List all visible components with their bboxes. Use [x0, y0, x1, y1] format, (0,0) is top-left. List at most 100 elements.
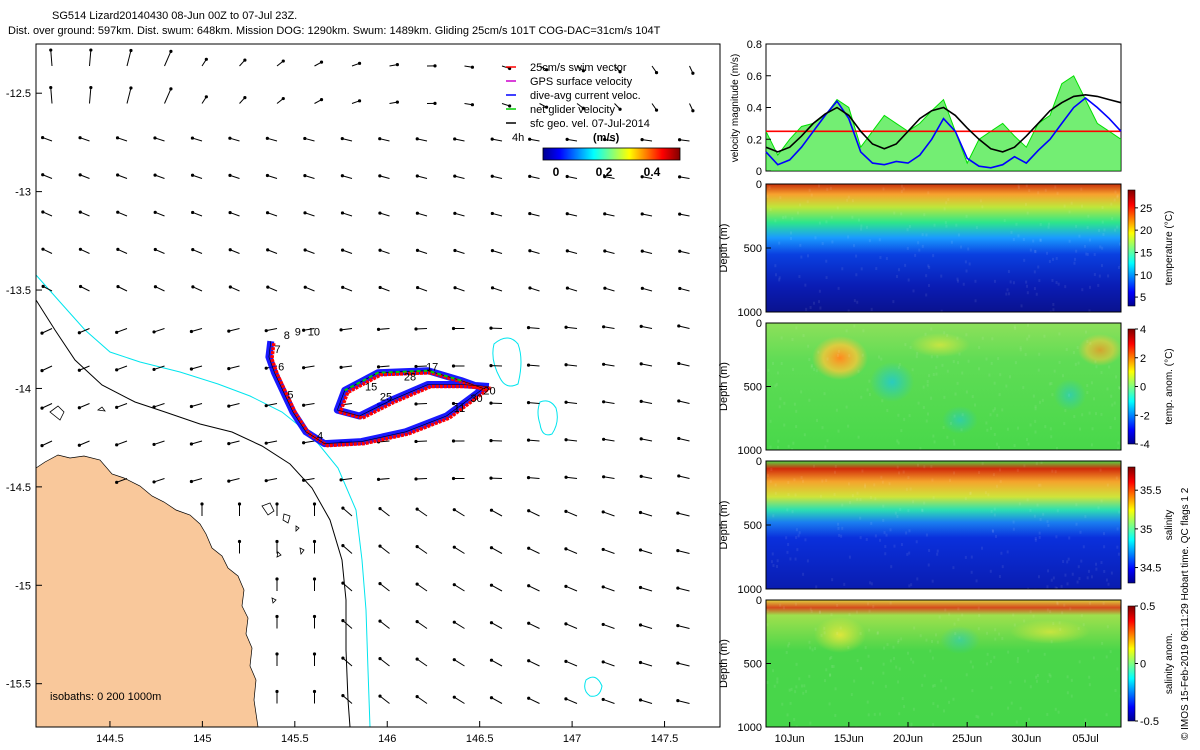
current-vector-head [313, 615, 316, 618]
section-texture [777, 446, 779, 449]
current-vector-head [414, 477, 417, 480]
section-texture [890, 565, 892, 568]
section-texture [906, 488, 908, 491]
section-texture [1102, 221, 1104, 224]
section-texture [1055, 470, 1057, 473]
section-texture [869, 239, 871, 242]
section-texture [923, 213, 925, 216]
current-vector-head [490, 659, 493, 662]
current-vector [491, 660, 502, 666]
section-texture [976, 579, 978, 582]
section-texture [772, 552, 774, 555]
current-vector-head [602, 325, 605, 328]
section-texture [1064, 574, 1066, 577]
section-texture [1034, 420, 1036, 423]
section-texture [961, 613, 963, 616]
current-vector [229, 479, 240, 482]
colorbar-tick-label: 35.5 [1140, 485, 1161, 497]
section-texture [1052, 303, 1054, 306]
section-texture [1084, 719, 1086, 722]
section-colorbar [1128, 606, 1135, 721]
current-vector-head [564, 697, 567, 700]
section-texture [807, 254, 809, 257]
section-texture [1039, 532, 1041, 535]
section-texture [925, 639, 927, 642]
current-vector-head [169, 50, 172, 53]
current-vector-head [527, 476, 530, 479]
section-texture [890, 602, 892, 605]
section-texture [1034, 515, 1036, 518]
section-texture [802, 573, 804, 576]
section-texture [1059, 361, 1061, 364]
current-vector [641, 364, 652, 366]
section-texture [923, 386, 925, 389]
current-vector-head [339, 478, 342, 481]
section-texture [929, 650, 931, 653]
current-vector [90, 88, 91, 104]
section-texture [1061, 585, 1063, 588]
section-texture [997, 357, 999, 360]
section-texture [874, 497, 876, 500]
legend-interval: 4h [512, 132, 524, 144]
current-vector [417, 622, 427, 629]
current-vector-head [152, 330, 155, 333]
current-vector [79, 366, 89, 370]
current-vector-head [115, 443, 118, 446]
section-texture [793, 478, 795, 481]
section-texture [829, 673, 831, 676]
current-vector-head [528, 212, 531, 215]
section-texture [1035, 537, 1037, 540]
section-texture [1013, 528, 1015, 531]
section-texture [824, 679, 826, 682]
map-xtick-label: 144.5 [96, 733, 124, 745]
section-texture [1084, 515, 1086, 518]
section-texture [831, 665, 833, 668]
section-texture [981, 205, 983, 208]
current-vector-head [416, 137, 419, 140]
section-texture [807, 559, 809, 562]
section-texture [990, 660, 992, 663]
section-texture [834, 471, 836, 474]
section-texture [954, 632, 956, 635]
current-vector-head [414, 402, 417, 405]
current-vector [529, 586, 540, 591]
velocity-ylabel: velocity magnitude (m/s) [730, 54, 741, 162]
section-texture [953, 360, 955, 363]
map-ytick-label: -13 [15, 187, 31, 199]
current-vector-head [416, 174, 419, 177]
section-texture [1078, 627, 1080, 630]
current-vector-head [491, 175, 494, 178]
section-texture [931, 355, 933, 358]
current-vector [641, 326, 652, 328]
current-vector-head [152, 368, 155, 371]
section-texture [1097, 506, 1099, 509]
section-texture [1062, 560, 1064, 563]
current-vector-head [313, 690, 316, 693]
section-texture [1089, 602, 1091, 605]
current-vector-head [453, 621, 456, 624]
section-texture [1014, 623, 1016, 626]
section-texture [909, 225, 911, 228]
current-vector-head [282, 97, 285, 100]
current-vector [165, 51, 171, 66]
section-texture [1086, 724, 1088, 727]
section-texture [838, 430, 840, 433]
section-texture [893, 545, 895, 548]
section-texture [1052, 308, 1054, 311]
section-texture [1099, 245, 1101, 248]
section-texture [994, 508, 996, 511]
section-texture [870, 522, 872, 525]
current-vector-head [414, 440, 417, 443]
section-texture [957, 618, 959, 621]
section-texture [1075, 250, 1077, 253]
section-texture [875, 267, 877, 270]
section-texture [1022, 386, 1024, 389]
current-vector [641, 700, 652, 703]
current-vector [491, 698, 502, 704]
section-texture [1034, 270, 1036, 273]
current-vector [379, 479, 390, 480]
current-vector-head [302, 329, 305, 332]
current-vector [380, 509, 389, 516]
section-texture [1061, 611, 1063, 614]
track-day-label: 11 [454, 403, 465, 415]
